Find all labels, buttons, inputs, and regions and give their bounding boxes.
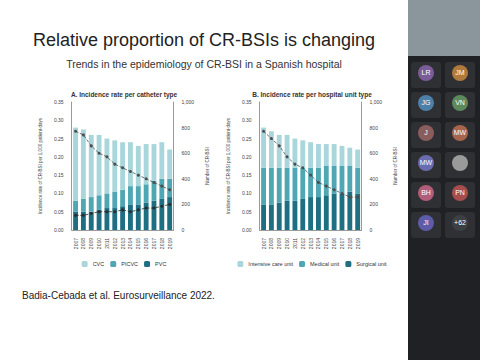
svg-text:Medical unit: Medical unit (310, 261, 340, 267)
html-text:LR: LR (421, 69, 431, 76)
svg-text:PVC: PVC (155, 261, 166, 267)
svg-text:1,000: 1,000 (182, 99, 195, 105)
svg-text:B. Incidence rate per hospital: B. Incidence rate per hospital unit type (252, 91, 372, 99)
svg-text:Intensive care unit: Intensive care unit (248, 261, 293, 267)
svg-text:2012: 2012 (112, 238, 118, 249)
svg-text:0: 0 (370, 227, 373, 233)
html-text:+62: +62 (454, 219, 466, 226)
svg-text:2009: 2009 (88, 238, 94, 249)
svg-text:0.20: 0.20 (242, 154, 252, 160)
svg-text:200: 200 (182, 201, 191, 207)
html-text:BH: BH (421, 189, 431, 196)
svg-text:2013: 2013 (120, 238, 126, 249)
html-text:JM: JM (455, 69, 465, 76)
svg-text:0.05: 0.05 (242, 209, 252, 215)
html-text:MW: MW (453, 129, 467, 136)
svg-text:0.30: 0.30 (242, 117, 252, 123)
svg-text:Incidence rate of CR-BSI per 1: Incidence rate of CR-BSI per 1,000 patie… (226, 117, 231, 214)
svg-text:Number of CR-BSI: Number of CR-BSI (393, 147, 398, 185)
svg-text:2013: 2013 (308, 238, 314, 249)
svg-text:2011: 2011 (104, 238, 110, 249)
svg-text:600: 600 (182, 150, 191, 156)
svg-text:2014: 2014 (315, 238, 321, 249)
html-text:J: J (424, 129, 428, 136)
svg-text:2011: 2011 (292, 238, 298, 249)
svg-text:2007: 2007 (73, 238, 79, 249)
svg-text:Surgical unit: Surgical unit (356, 261, 387, 267)
svg-text:2019: 2019 (355, 238, 361, 249)
svg-text:0.15: 0.15 (54, 172, 64, 178)
svg-text:2009: 2009 (276, 238, 282, 249)
svg-text:0.15: 0.15 (242, 172, 252, 178)
svg-text:0.10: 0.10 (54, 190, 64, 196)
svg-text:0.30: 0.30 (54, 117, 64, 123)
svg-text:2016: 2016 (143, 238, 149, 249)
html-text:Trends in the epidemiology of: Trends in the epidemiology of CR-BSI in … (66, 58, 342, 70)
svg-text:1,000: 1,000 (370, 99, 383, 105)
svg-text:800: 800 (182, 125, 191, 131)
svg-text:Incidence rate of CR-BSI per 1: Incidence rate of CR-BSI per 1,000 patie… (38, 117, 43, 214)
svg-text:2007: 2007 (261, 238, 267, 249)
svg-text:0.35: 0.35 (242, 99, 252, 105)
svg-text:2012: 2012 (300, 238, 306, 249)
svg-text:2008: 2008 (80, 238, 86, 249)
svg-text:0.00: 0.00 (242, 227, 252, 233)
html-text:JI: JI (423, 219, 429, 226)
svg-text:600: 600 (370, 150, 379, 156)
svg-text:A. Incidence rate per catheter: A. Incidence rate per catheter type (71, 91, 178, 99)
svg-text:2016: 2016 (331, 238, 337, 249)
html-text:PN: PN (455, 189, 465, 196)
svg-text:2017: 2017 (339, 238, 345, 249)
svg-text:0.00: 0.00 (54, 227, 64, 233)
html-text:Relative proportion of CR-BSIs: Relative proportion of CR-BSIs is changi… (32, 30, 376, 50)
svg-text:400: 400 (370, 176, 379, 182)
svg-text:0.10: 0.10 (242, 190, 252, 196)
svg-text:2017: 2017 (151, 238, 157, 249)
svg-text:0.20: 0.20 (54, 154, 64, 160)
svg-text:2018: 2018 (159, 238, 165, 249)
svg-text:400: 400 (182, 176, 191, 182)
svg-text:0.35: 0.35 (54, 99, 64, 105)
svg-text:2010: 2010 (96, 238, 102, 249)
svg-text:CVC: CVC (93, 261, 105, 267)
svg-text:0.25: 0.25 (242, 136, 252, 142)
svg-text:0.25: 0.25 (54, 136, 64, 142)
html-text:Badia-Cebada et al. Eurosurvei: Badia-Cebada et al. Eurosurveillance 202… (22, 290, 215, 301)
svg-text:2014: 2014 (127, 238, 133, 249)
svg-text:200: 200 (370, 201, 379, 207)
svg-text:800: 800 (370, 125, 379, 131)
svg-text:2019: 2019 (167, 238, 173, 249)
svg-text:0.05: 0.05 (54, 209, 64, 215)
html-text:VN: VN (455, 99, 465, 106)
svg-text:2015: 2015 (135, 238, 141, 249)
svg-text:0: 0 (182, 227, 185, 233)
svg-text:2010: 2010 (284, 238, 290, 249)
svg-text:PICVC: PICVC (121, 261, 138, 267)
html-text:JG: JG (421, 99, 431, 106)
svg-text:2015: 2015 (323, 238, 329, 249)
svg-text:Number of CR-BSI: Number of CR-BSI (205, 147, 210, 185)
svg-text:2018: 2018 (347, 238, 353, 249)
html-text:MW: MW (419, 159, 433, 166)
svg-text:2008: 2008 (268, 238, 274, 249)
